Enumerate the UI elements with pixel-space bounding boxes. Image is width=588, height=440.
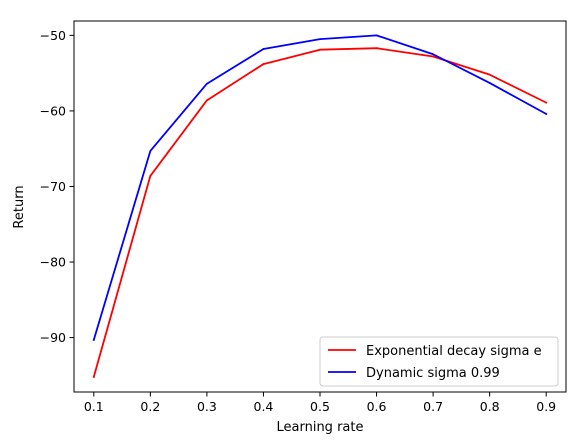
plot-layer [92, 34, 548, 379]
x-ticks: 0.1 0.2 0.3 0.4 0.5 0.6 0.7 0.8 0.9 [84, 392, 556, 414]
series-2-point [432, 53, 435, 56]
series-1-point [432, 55, 435, 58]
series-2-point [375, 34, 378, 37]
legend-box [319, 336, 559, 387]
x-tick-label: 0.4 [254, 399, 274, 414]
y-tick-label: −60 [40, 103, 66, 118]
y-tick-label: −70 [40, 179, 66, 194]
legend-label-series-1: Exponential decay sigma e [366, 344, 542, 359]
series-2-point [545, 113, 548, 115]
legend-label-series-2: Dynamic sigma 0.99 [366, 366, 500, 381]
x-tick-label: 0.1 [84, 399, 104, 414]
series-1-point [545, 101, 548, 104]
series-1-point [262, 63, 265, 65]
x-tick-label: 0.9 [536, 399, 556, 414]
y-axis-label: Return [12, 185, 27, 228]
x-tick-label: 0.8 [480, 399, 500, 414]
y-tick-label: −50 [40, 28, 66, 43]
series-2-point [205, 82, 208, 85]
series-2-point [149, 150, 152, 152]
x-axis-label: Learning rate [277, 420, 364, 435]
x-tick-label: 0.6 [367, 399, 387, 414]
y-ticks: −90 −80 −70 −60 −50 [40, 28, 74, 345]
series-2-point [92, 338, 95, 341]
series-2-point [488, 82, 491, 84]
series-1-point [319, 48, 321, 51]
series-1-point [92, 375, 95, 378]
legend: Exponential decay sigma e Dynamic sigma … [319, 336, 559, 387]
series-2-point [262, 48, 265, 50]
series-2-point [319, 38, 321, 41]
x-tick-label: 0.2 [140, 399, 160, 414]
series-1-point [149, 174, 152, 177]
y-tick-label: −90 [40, 330, 66, 345]
x-tick-label: 0.7 [423, 399, 443, 414]
series-1-point [375, 47, 378, 50]
y-tick-label: −80 [40, 255, 66, 270]
x-tick-label: 0.5 [310, 399, 330, 414]
series-1-point [205, 99, 208, 102]
x-tick-label: 0.3 [197, 399, 217, 414]
series-1-point [488, 73, 491, 76]
